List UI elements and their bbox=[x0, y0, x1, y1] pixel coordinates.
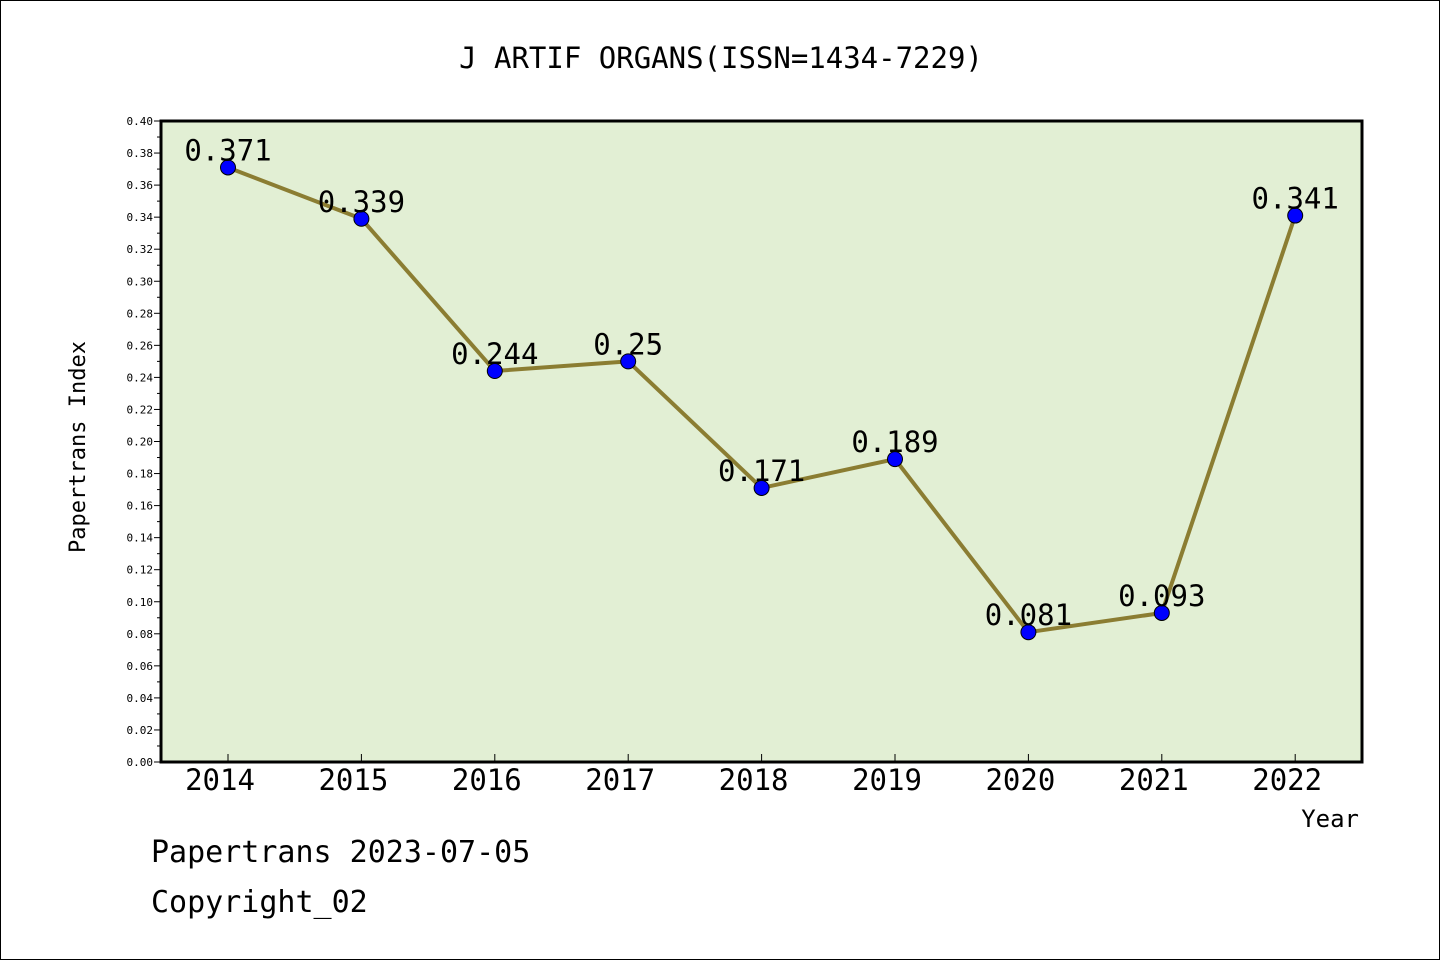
data-point bbox=[1153, 604, 1170, 621]
data-point bbox=[887, 451, 903, 468]
y-tick-label: 0.16 bbox=[127, 500, 154, 513]
x-tick-label: 2015 bbox=[318, 763, 388, 797]
y-tick-label: 0.32 bbox=[127, 243, 154, 256]
data-point bbox=[620, 353, 637, 370]
data-label: 0.341 bbox=[1252, 182, 1339, 216]
y-tick-label: 0.12 bbox=[127, 564, 154, 577]
y-tick-label: 0.04 bbox=[127, 692, 154, 705]
y-tick-label: 0.38 bbox=[127, 147, 154, 160]
series: 0.371 0.339 0.244 0.25 0.171 0.189 0.081 0.093 0… bbox=[184, 133, 1339, 641]
data-point bbox=[353, 210, 370, 227]
y-tick-label: 0.14 bbox=[127, 532, 154, 545]
x-tick-label: 2020 bbox=[985, 763, 1055, 797]
data-point bbox=[1287, 207, 1304, 224]
x-tick-label: 2014 bbox=[185, 763, 255, 797]
y-tick-label: 0.06 bbox=[127, 660, 154, 673]
y-tick-label: 0.40 bbox=[127, 115, 154, 128]
data-label: 0.093 bbox=[1118, 579, 1205, 613]
y-tick-label: 0.10 bbox=[127, 596, 154, 609]
y-tick-label: 0.34 bbox=[127, 211, 154, 224]
data-label: 0.244 bbox=[451, 337, 538, 371]
data-label: 0.171 bbox=[718, 454, 805, 488]
y-tick-label: 0.00 bbox=[127, 756, 154, 769]
x-tick-label: 2019 bbox=[852, 763, 922, 797]
y-tick-label: 0.22 bbox=[127, 403, 154, 416]
y-axis-label: Papertrans Index bbox=[66, 341, 91, 553]
data-label: 0.081 bbox=[985, 598, 1072, 632]
data-label: 0.339 bbox=[318, 185, 405, 219]
y-tick-label: 0.30 bbox=[127, 275, 154, 288]
data-label: 0.371 bbox=[184, 133, 271, 167]
data-label: 0.25 bbox=[593, 327, 663, 361]
chart-title: J ARTIF ORGANS(ISSN=1434-7229) bbox=[459, 41, 983, 75]
data-label: 0.189 bbox=[851, 425, 938, 459]
x-tick-label: 2022 bbox=[1252, 763, 1322, 797]
y-tick-label: 0.28 bbox=[127, 307, 154, 320]
data-point bbox=[753, 479, 770, 496]
y-axis-ticks: 0.00 0.02 0.04 0.06 0.08 0.10 0.12 0.14 0.16 0.18… bbox=[127, 115, 161, 769]
x-axis-ticks: 2014 2015 2016 2017 2018 2019 2020 2021 2022 bbox=[185, 754, 1322, 797]
y-tick-label: 0.24 bbox=[127, 371, 154, 384]
y-tick-label: 0.36 bbox=[127, 179, 154, 192]
y-tick-label: 0.08 bbox=[127, 628, 154, 641]
data-point bbox=[486, 362, 503, 379]
y-tick-label: 0.02 bbox=[127, 724, 154, 737]
data-point bbox=[220, 159, 236, 176]
data-point bbox=[1020, 624, 1037, 641]
x-axis-label: Year bbox=[1301, 805, 1359, 833]
footer-copyright: Copyright_02 bbox=[151, 885, 368, 920]
x-tick-label: 2021 bbox=[1119, 763, 1189, 797]
x-tick-label: 2017 bbox=[585, 763, 655, 797]
y-tick-label: 0.18 bbox=[127, 468, 154, 481]
x-tick-label: 2018 bbox=[719, 763, 789, 797]
plot-area bbox=[159, 119, 1364, 764]
y-tick-label: 0.26 bbox=[127, 339, 154, 352]
footer-date: Papertrans 2023-07-05 bbox=[151, 835, 531, 870]
y-tick-label: 0.20 bbox=[127, 436, 154, 449]
x-tick-label: 2016 bbox=[452, 763, 522, 797]
